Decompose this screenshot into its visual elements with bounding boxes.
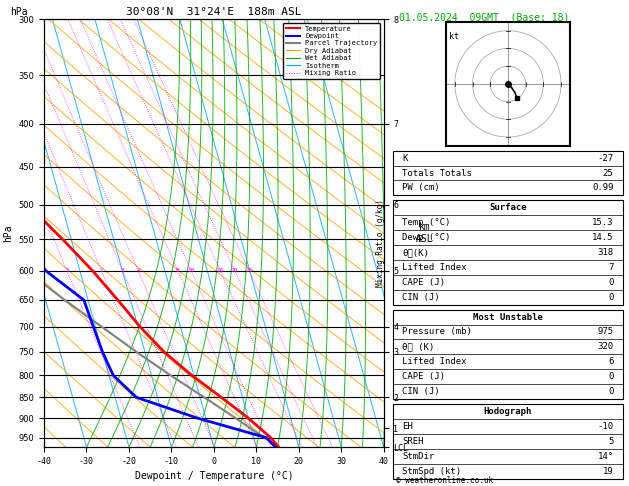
Text: Temp (°C): Temp (°C) <box>403 218 451 227</box>
Text: 8: 8 <box>176 268 180 274</box>
Text: 5: 5 <box>608 437 613 446</box>
Text: 10: 10 <box>187 268 195 274</box>
Text: CIN (J): CIN (J) <box>403 387 440 396</box>
Text: 15.3: 15.3 <box>592 218 613 227</box>
Text: θᴇ (K): θᴇ (K) <box>403 343 435 351</box>
Text: Lifted Index: Lifted Index <box>403 263 467 272</box>
Text: Lifted Index: Lifted Index <box>403 357 467 366</box>
Text: 318: 318 <box>598 248 613 257</box>
Y-axis label: km
ASL: km ASL <box>416 223 434 244</box>
Text: CIN (J): CIN (J) <box>403 293 440 302</box>
Text: 1: 1 <box>65 268 69 274</box>
Text: 7: 7 <box>608 263 613 272</box>
Text: © weatheronline.co.uk: © weatheronline.co.uk <box>396 475 493 485</box>
Text: 25: 25 <box>603 169 613 177</box>
Text: 25: 25 <box>245 268 253 274</box>
Text: Most Unstable: Most Unstable <box>473 312 543 322</box>
Text: 3: 3 <box>121 268 125 274</box>
Text: kt: kt <box>450 33 460 41</box>
Text: 14.5: 14.5 <box>592 233 613 242</box>
Text: 20: 20 <box>231 268 238 274</box>
Text: 0: 0 <box>608 387 613 396</box>
Title: 30°08'N  31°24'E  188m ASL: 30°08'N 31°24'E 188m ASL <box>126 7 302 17</box>
Bar <box>393 404 623 479</box>
Text: PW (cm): PW (cm) <box>403 183 440 192</box>
Text: Dewp (°C): Dewp (°C) <box>403 233 451 242</box>
Text: 01.05.2024  09GMT  (Base: 18): 01.05.2024 09GMT (Base: 18) <box>399 12 570 22</box>
Text: StmSpd (kt): StmSpd (kt) <box>403 467 462 476</box>
Bar <box>393 151 623 195</box>
Bar <box>393 310 623 399</box>
Text: StmDir: StmDir <box>403 451 435 461</box>
Text: Surface: Surface <box>489 203 526 212</box>
Text: 19: 19 <box>603 467 613 476</box>
Text: hPa: hPa <box>10 7 28 17</box>
Text: K: K <box>403 154 408 163</box>
Text: Mixing Ratio (g/kg): Mixing Ratio (g/kg) <box>376 199 385 287</box>
Text: -27: -27 <box>598 154 613 163</box>
Text: 0: 0 <box>608 293 613 302</box>
Text: SREH: SREH <box>403 437 424 446</box>
X-axis label: Dewpoint / Temperature (°C): Dewpoint / Temperature (°C) <box>135 471 293 482</box>
Text: 2: 2 <box>99 268 103 274</box>
Text: Totals Totals: Totals Totals <box>403 169 472 177</box>
Text: EH: EH <box>403 422 413 431</box>
Text: 0: 0 <box>608 372 613 381</box>
Text: CAPE (J): CAPE (J) <box>403 372 445 381</box>
Text: 4: 4 <box>136 268 140 274</box>
Text: 320: 320 <box>598 343 613 351</box>
Text: 6: 6 <box>608 357 613 366</box>
Text: Pressure (mb): Pressure (mb) <box>403 328 472 336</box>
Text: -10: -10 <box>598 422 613 431</box>
Y-axis label: hPa: hPa <box>3 225 13 242</box>
Text: θᴇ(K): θᴇ(K) <box>403 248 429 257</box>
Text: 975: 975 <box>598 328 613 336</box>
Text: Hodograph: Hodograph <box>484 407 532 416</box>
Text: CAPE (J): CAPE (J) <box>403 278 445 287</box>
Text: 16: 16 <box>216 268 224 274</box>
Text: 14°: 14° <box>598 451 613 461</box>
Text: 0: 0 <box>608 278 613 287</box>
Text: 0.99: 0.99 <box>592 183 613 192</box>
Bar <box>393 200 623 305</box>
Legend: Temperature, Dewpoint, Parcel Trajectory, Dry Adiabat, Wet Adiabat, Isotherm, Mi: Temperature, Dewpoint, Parcel Trajectory… <box>283 23 380 79</box>
